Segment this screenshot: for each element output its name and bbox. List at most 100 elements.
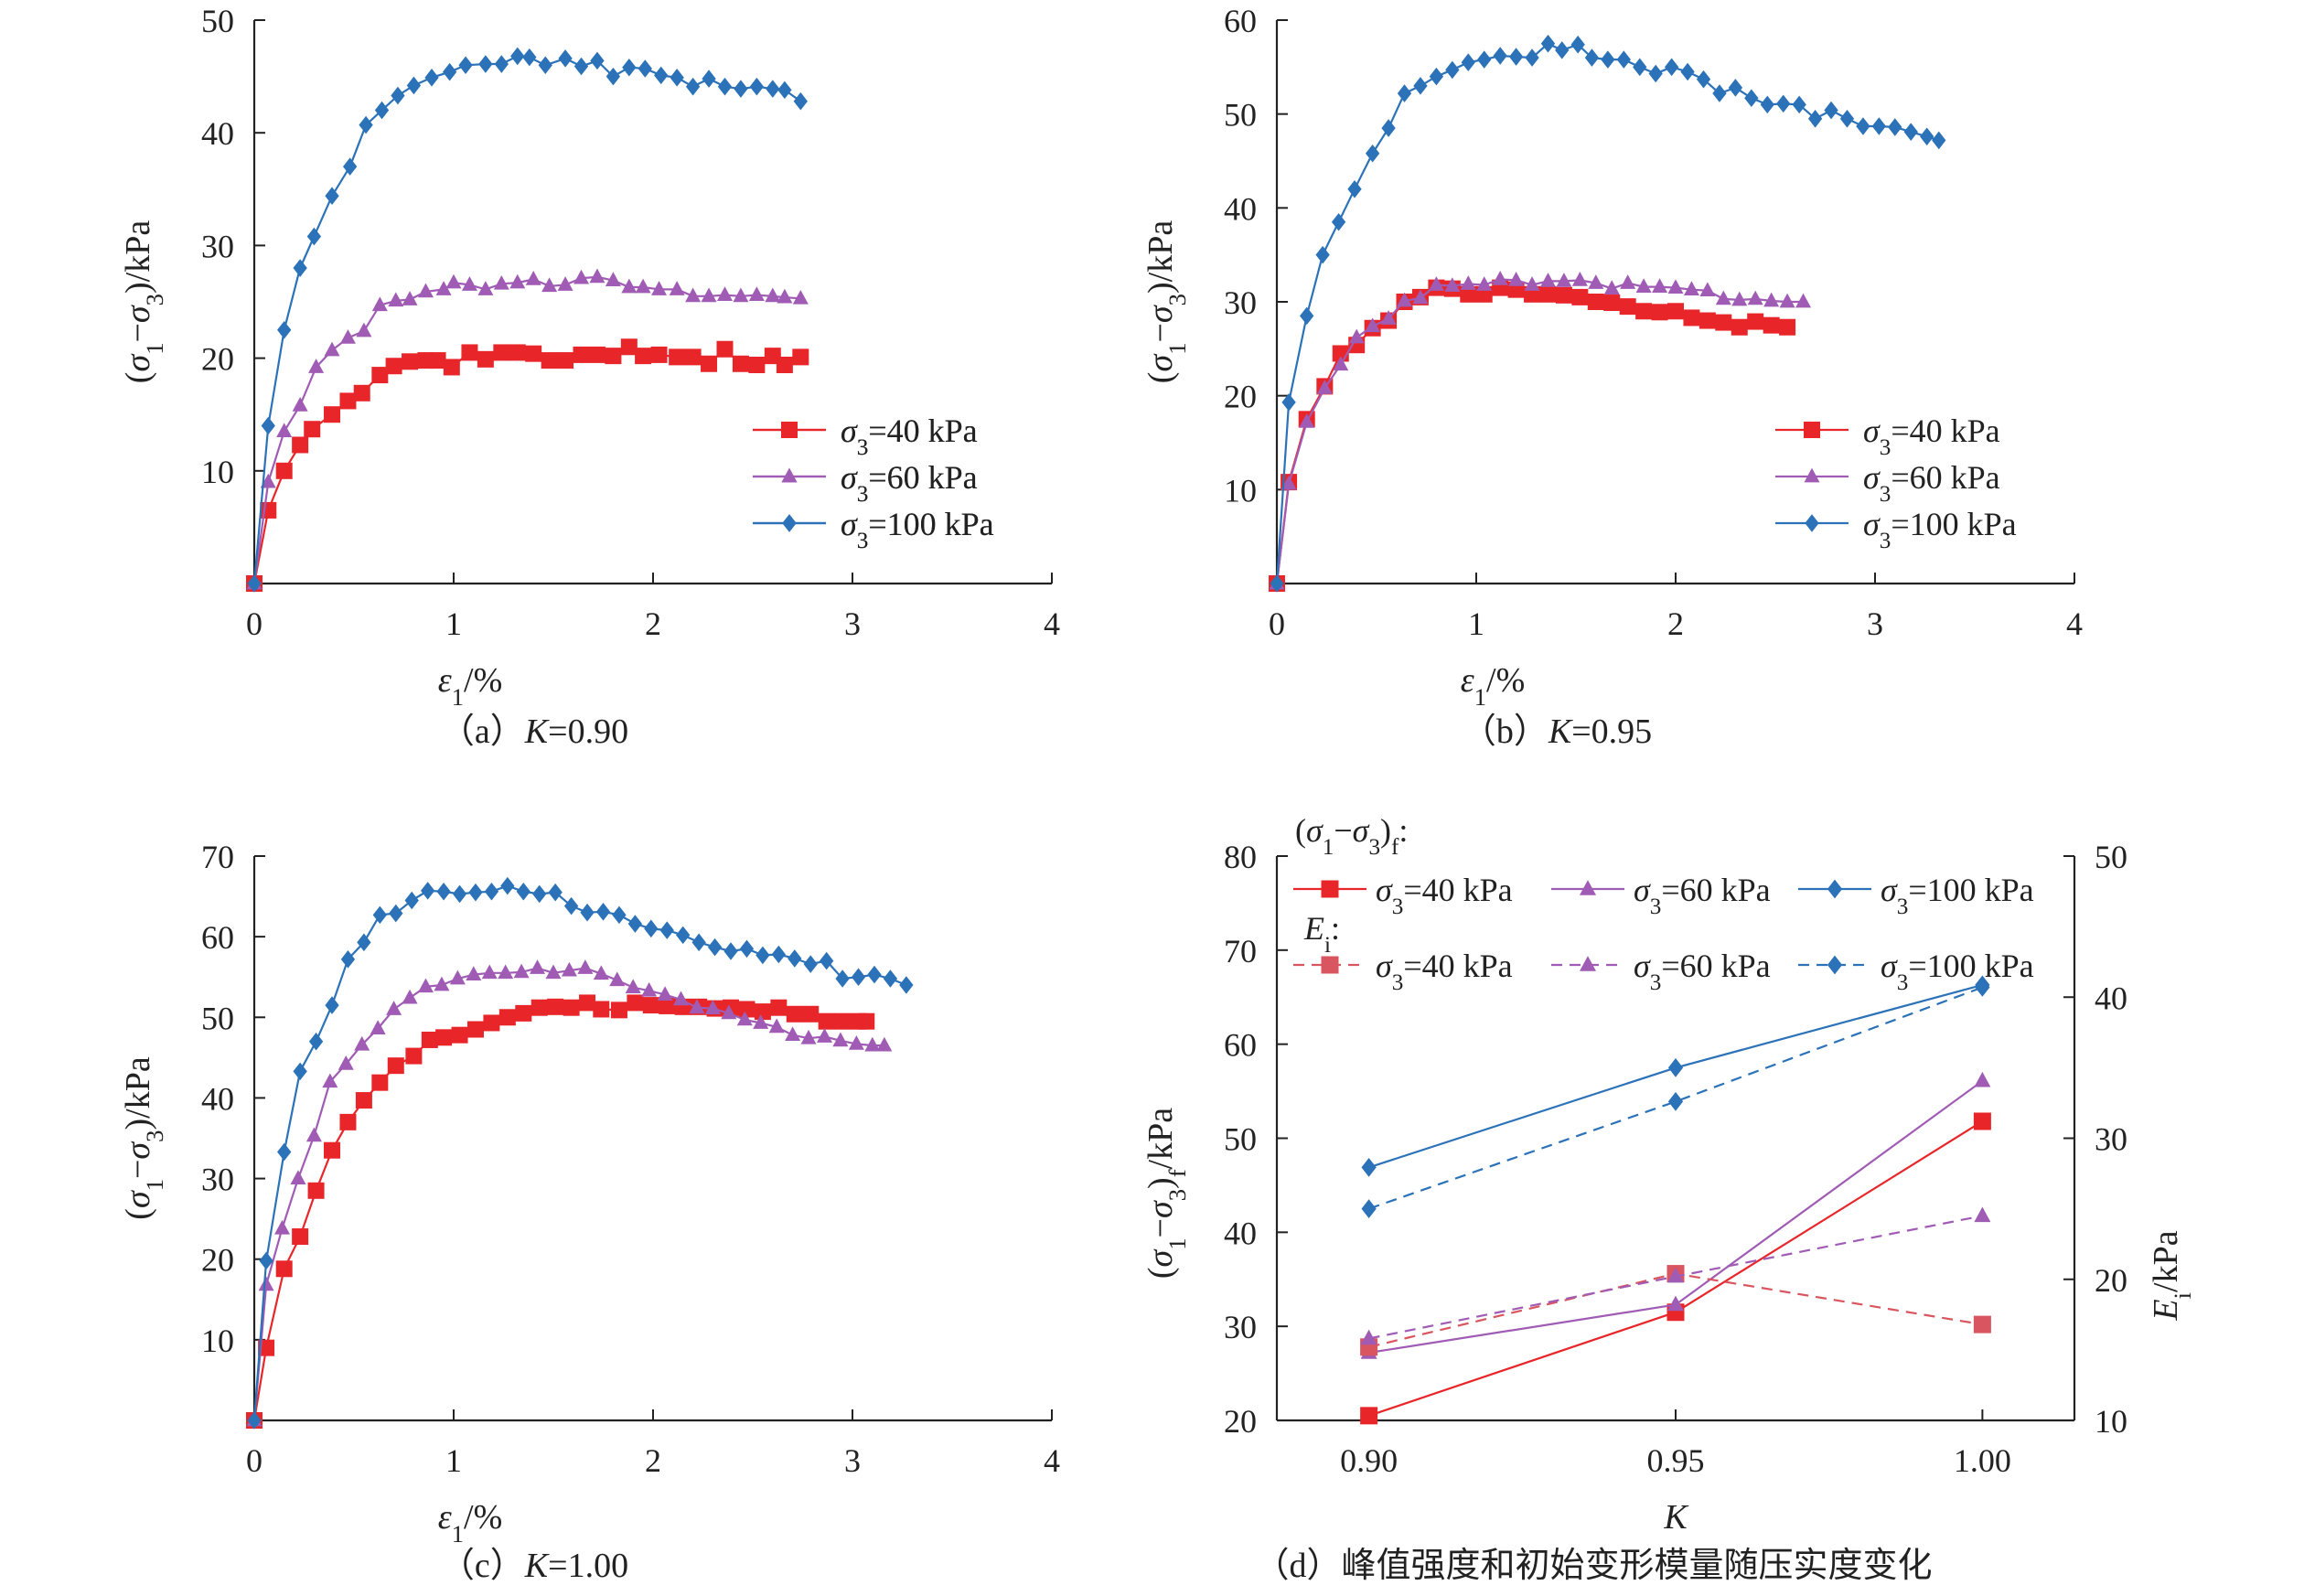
data-point bbox=[247, 574, 262, 593]
x-tick-label: 1 bbox=[445, 1442, 462, 1479]
data-point bbox=[818, 1012, 835, 1030]
y2-tick-label: 10 bbox=[2095, 1403, 2127, 1440]
data-point bbox=[717, 77, 733, 96]
series-line bbox=[252, 346, 801, 584]
data-point bbox=[391, 86, 405, 105]
data-point bbox=[793, 91, 808, 111]
data-point bbox=[1300, 306, 1314, 326]
data-point bbox=[627, 915, 643, 933]
legend-label: σ3=40 kPa bbox=[841, 412, 978, 460]
data-point bbox=[402, 291, 418, 305]
data-point bbox=[1635, 303, 1653, 320]
series-s40 bbox=[1269, 279, 1796, 592]
data-point bbox=[353, 384, 370, 402]
data-point bbox=[371, 296, 388, 312]
legend-marker bbox=[1580, 880, 1596, 895]
data-point bbox=[573, 346, 590, 363]
y2-tick-label: 20 bbox=[2095, 1262, 2127, 1299]
data-point bbox=[261, 416, 275, 435]
y-axis-label: (σ1−σ3)f/kPa bbox=[1141, 1108, 1191, 1279]
data-point bbox=[339, 329, 356, 344]
data-point bbox=[755, 946, 770, 965]
data-point bbox=[1696, 70, 1711, 89]
data-point bbox=[638, 59, 652, 78]
y-axis-label: (σ1−σ3)/kPa bbox=[119, 1056, 168, 1220]
data-point bbox=[1633, 58, 1647, 77]
data-point bbox=[605, 348, 622, 365]
x-tick-label: 1.00 bbox=[1954, 1442, 2011, 1479]
data-point bbox=[1428, 276, 1444, 291]
x-axis-label: ε1/% bbox=[438, 1498, 503, 1548]
y-tick-label: 20 bbox=[1224, 379, 1257, 415]
data-point bbox=[557, 276, 573, 291]
data-point bbox=[429, 352, 446, 370]
y-tick-label: 50 bbox=[1224, 1121, 1257, 1158]
data-point bbox=[605, 67, 621, 86]
series-line bbox=[1275, 42, 1940, 584]
data-point bbox=[1571, 272, 1588, 286]
data-point bbox=[716, 340, 734, 358]
legend-label: σ3=40 kPa bbox=[1376, 948, 1513, 995]
data-point bbox=[292, 396, 308, 412]
data-point bbox=[510, 47, 525, 66]
data-point bbox=[1715, 314, 1732, 331]
data-point bbox=[541, 277, 558, 293]
data-point bbox=[1667, 1092, 1684, 1111]
data-point bbox=[657, 986, 673, 1001]
data-point bbox=[509, 344, 526, 361]
data-point bbox=[876, 1036, 893, 1052]
data-point bbox=[293, 259, 307, 277]
data-point bbox=[1365, 145, 1380, 163]
data-point bbox=[325, 187, 339, 205]
data-point bbox=[557, 352, 574, 370]
series-ei-s100 bbox=[1361, 978, 1990, 1218]
legend-label: σ3=60 kPa bbox=[1863, 459, 2000, 507]
data-point bbox=[723, 942, 738, 960]
data-point bbox=[1429, 67, 1444, 86]
data-point bbox=[417, 283, 434, 298]
data-point bbox=[421, 1031, 438, 1048]
data-point bbox=[275, 1260, 293, 1278]
y-tick-label: 10 bbox=[201, 454, 234, 490]
data-point bbox=[308, 359, 325, 373]
data-point bbox=[494, 55, 509, 73]
data-point bbox=[1973, 1315, 1991, 1334]
data-point bbox=[676, 926, 691, 945]
data-point bbox=[684, 348, 702, 366]
series-peak-s100 bbox=[1361, 975, 1990, 1177]
data-point bbox=[1635, 278, 1652, 293]
data-point bbox=[1715, 290, 1731, 305]
data-point bbox=[1461, 53, 1475, 71]
data-point bbox=[530, 959, 546, 974]
data-point bbox=[748, 356, 766, 373]
panel-caption: （b）K=0.95 bbox=[1462, 712, 1652, 751]
data-point bbox=[1601, 50, 1615, 69]
y-tick-label: 60 bbox=[1224, 1027, 1257, 1064]
data-point bbox=[622, 58, 637, 77]
data-point bbox=[835, 969, 850, 988]
data-point bbox=[800, 1029, 817, 1044]
data-point bbox=[1539, 285, 1557, 303]
data-point bbox=[786, 1005, 803, 1023]
data-point bbox=[1493, 47, 1507, 65]
legend-label: σ3=60 kPa bbox=[1634, 948, 1771, 995]
y2-tick-label: 40 bbox=[2095, 980, 2127, 1016]
data-point bbox=[339, 1113, 357, 1130]
series-s40 bbox=[246, 994, 875, 1429]
panel-c: 0 1 2 3 410203040506070ε1/%(σ1−σ3)/kPaσ3=40 … bbox=[119, 412, 1060, 1585]
y-tick-label: 40 bbox=[201, 115, 234, 152]
data-point bbox=[1444, 277, 1461, 292]
data-point bbox=[788, 949, 802, 968]
data-point bbox=[770, 999, 788, 1016]
data-point bbox=[768, 1018, 785, 1034]
data-point bbox=[466, 1021, 484, 1038]
data-point bbox=[1477, 50, 1492, 69]
data-point bbox=[738, 1001, 755, 1018]
panel-caption: （c）K=1.00 bbox=[440, 1547, 628, 1585]
data-point bbox=[417, 978, 434, 993]
y-tick-label: 20 bbox=[201, 1242, 234, 1279]
data-point bbox=[451, 1026, 468, 1044]
data-point bbox=[1333, 356, 1349, 371]
data-point bbox=[610, 1002, 627, 1019]
